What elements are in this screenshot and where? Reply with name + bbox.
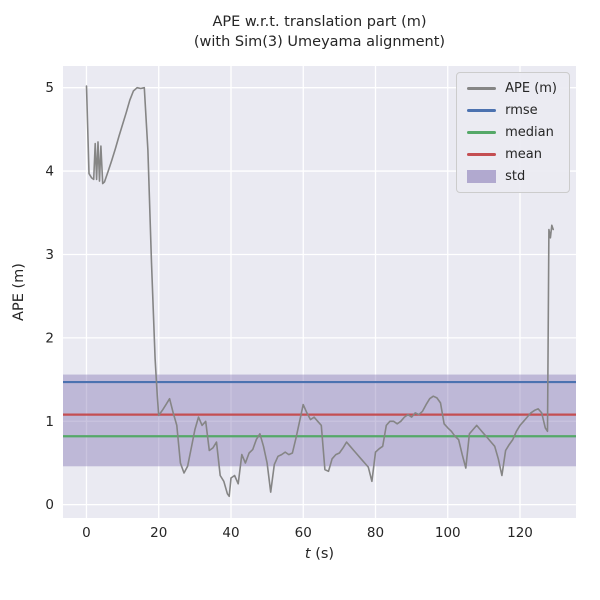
y-tick-label: 1 bbox=[45, 414, 54, 430]
legend-item-mean: mean bbox=[467, 146, 557, 163]
y-tick-label: 3 bbox=[45, 247, 54, 263]
chart-title: APE w.r.t. translation part (m) (with Si… bbox=[63, 13, 576, 52]
legend-line-sample-median bbox=[467, 131, 497, 134]
y-tick-label: 5 bbox=[45, 80, 54, 96]
legend-item-median: median bbox=[467, 124, 557, 141]
legend-line-sample-mean bbox=[467, 153, 497, 156]
x-axis-label: t (s) bbox=[63, 546, 576, 562]
std-band bbox=[63, 374, 576, 467]
x-axis-label-unit: (s) bbox=[310, 546, 335, 562]
legend-label-std: std bbox=[505, 169, 526, 184]
legend-label-mean: mean bbox=[505, 147, 542, 162]
legend: APE (m) rmse median mean std bbox=[456, 72, 570, 193]
legend-line-sample-ape bbox=[467, 87, 497, 90]
x-tick-label: 40 bbox=[222, 525, 239, 541]
legend-label-ape: APE (m) bbox=[505, 81, 557, 96]
y-tick-label: 2 bbox=[45, 330, 54, 346]
x-tick-label: 0 bbox=[82, 525, 91, 541]
x-axis-label-variable: t bbox=[304, 546, 311, 562]
chart-title-line2: (with Sim(3) Umeyama alignment) bbox=[193, 33, 446, 50]
x-tick-label: 120 bbox=[507, 525, 533, 541]
y-tick-label: 0 bbox=[45, 497, 54, 513]
x-tick-label: 80 bbox=[367, 525, 384, 541]
x-tick-label: 20 bbox=[150, 525, 167, 541]
legend-item-ape: APE (m) bbox=[467, 80, 557, 97]
legend-label-rmse: rmse bbox=[505, 103, 538, 118]
chart-title-line1: APE w.r.t. translation part (m) bbox=[212, 14, 427, 30]
legend-line-sample-rmse bbox=[467, 109, 497, 112]
legend-patch-sample-std bbox=[467, 170, 497, 183]
legend-item-rmse: rmse bbox=[467, 102, 557, 119]
y-tick-label: 4 bbox=[45, 164, 54, 180]
legend-item-std: std bbox=[467, 168, 557, 185]
x-tick-label: 100 bbox=[435, 525, 461, 541]
x-tick-label: 60 bbox=[295, 525, 312, 541]
y-axis-label: APE (m) bbox=[11, 263, 27, 321]
legend-label-median: median bbox=[505, 125, 554, 140]
ape-line bbox=[85, 85, 555, 498]
